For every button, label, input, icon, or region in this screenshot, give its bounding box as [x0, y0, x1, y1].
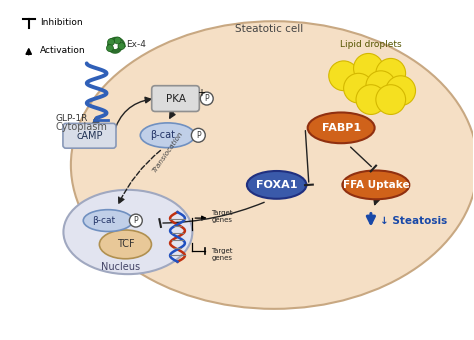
Circle shape — [376, 58, 406, 88]
Text: P: P — [196, 131, 201, 140]
Text: Steatotic cell: Steatotic cell — [235, 24, 303, 34]
Text: Nucleus: Nucleus — [100, 262, 140, 272]
Ellipse shape — [71, 21, 474, 309]
Text: Inhibition: Inhibition — [40, 18, 82, 27]
Text: β-cat: β-cat — [150, 130, 175, 140]
Text: Ex-4: Ex-4 — [127, 40, 146, 49]
Text: FABP1: FABP1 — [321, 123, 361, 133]
Circle shape — [114, 37, 121, 44]
Circle shape — [118, 42, 125, 50]
Text: Target
genes: Target genes — [211, 210, 233, 223]
Text: cAMP: cAMP — [76, 131, 103, 141]
Ellipse shape — [308, 113, 374, 143]
FancyBboxPatch shape — [152, 86, 199, 112]
Ellipse shape — [247, 171, 306, 199]
Text: FFA Uptake: FFA Uptake — [343, 180, 409, 190]
Text: Target
genes: Target genes — [211, 248, 233, 261]
Text: GLP-1R: GLP-1R — [56, 114, 88, 123]
Circle shape — [108, 38, 115, 46]
Text: PKA: PKA — [165, 94, 185, 104]
Circle shape — [366, 71, 396, 101]
Text: P: P — [204, 94, 209, 103]
Ellipse shape — [100, 230, 152, 259]
Ellipse shape — [64, 190, 192, 274]
Circle shape — [354, 53, 383, 83]
Circle shape — [129, 214, 142, 227]
Text: ↓ Steatosis: ↓ Steatosis — [380, 216, 447, 225]
FancyBboxPatch shape — [63, 123, 116, 148]
Circle shape — [107, 45, 113, 52]
Text: P: P — [134, 216, 138, 225]
Circle shape — [344, 73, 374, 103]
Text: Activation: Activation — [40, 47, 85, 55]
Text: Translocation: Translocation — [151, 130, 184, 173]
Text: Cytoplasm: Cytoplasm — [56, 122, 108, 132]
Ellipse shape — [140, 123, 195, 148]
Text: +: + — [197, 88, 205, 98]
Circle shape — [386, 76, 416, 105]
Circle shape — [329, 61, 358, 91]
Ellipse shape — [342, 170, 410, 199]
Circle shape — [201, 92, 213, 105]
Ellipse shape — [83, 210, 133, 232]
Text: β-cat: β-cat — [92, 216, 116, 225]
Circle shape — [191, 128, 205, 142]
Text: FOXA1: FOXA1 — [256, 180, 297, 190]
Text: TCF: TCF — [117, 239, 134, 249]
Text: Lipid droplets: Lipid droplets — [340, 40, 401, 49]
Circle shape — [376, 85, 406, 115]
Circle shape — [356, 85, 386, 115]
